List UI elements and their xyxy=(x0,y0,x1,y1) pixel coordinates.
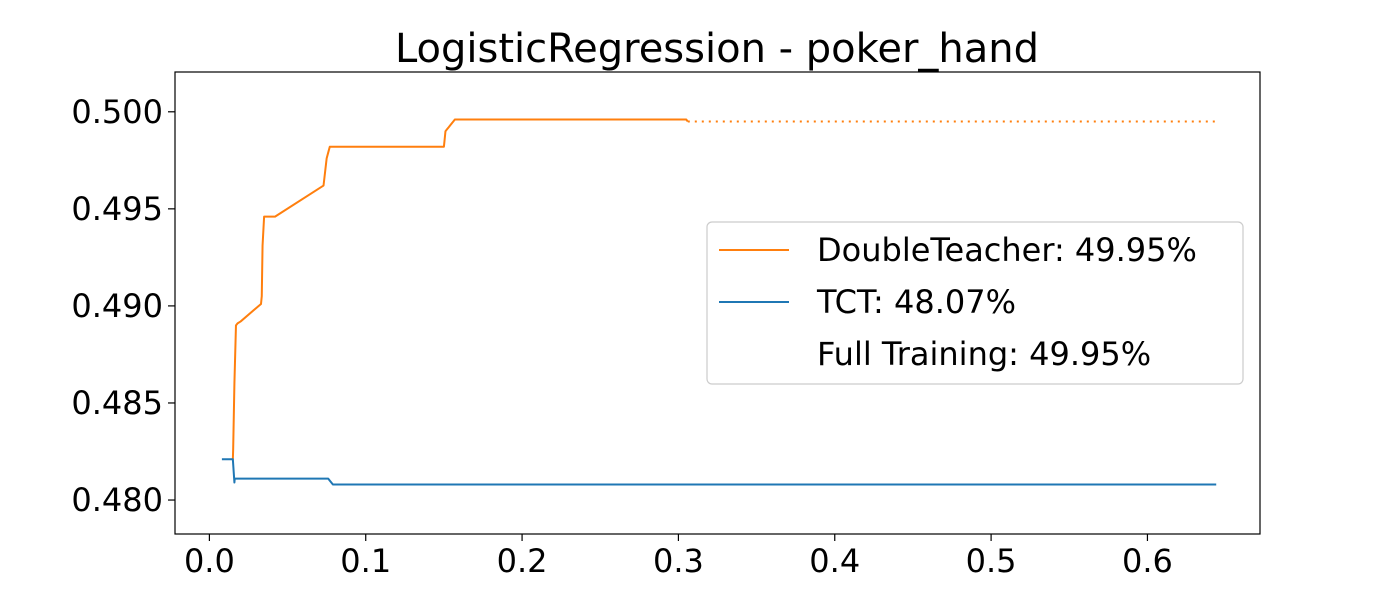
x-tick-label: 0.3 xyxy=(653,542,704,580)
y-tick-label: 0.480 xyxy=(71,481,163,519)
y-tick-label: 0.500 xyxy=(71,93,163,131)
legend-label: Full Training: 49.95% xyxy=(817,335,1151,373)
x-tick-label: 0.4 xyxy=(809,542,860,580)
x-tick-label: 0.0 xyxy=(184,542,235,580)
series-line-0 xyxy=(231,118,689,460)
chart-title: LogisticRegression - poker_hand xyxy=(395,26,1039,72)
x-tick-label: 0.6 xyxy=(1122,542,1173,580)
axes-layer: 0.0 0.1 0.2 0.3 0.4 0.5 0.6 0.480 0.485 0.490 0.49… xyxy=(71,71,1261,580)
series-layer xyxy=(221,118,1217,486)
legend-label: TCT: 48.07% xyxy=(816,283,1016,321)
y-tick-label: 0.490 xyxy=(71,287,163,325)
legend-label: DoubleTeacher: 49.95% xyxy=(817,231,1197,269)
x-tick-label: 0.2 xyxy=(497,542,548,580)
x-tick-label: 0.5 xyxy=(966,542,1017,580)
y-tick-label: 0.495 xyxy=(71,190,163,228)
series-line-2 xyxy=(221,458,1217,486)
chart-legend: DoubleTeacher: 49.95% TCT: 48.07% Full Tra… xyxy=(706,221,1244,385)
x-tick-label: 0.1 xyxy=(340,542,391,580)
legend-box xyxy=(706,221,1244,385)
plot-frame xyxy=(174,71,1261,535)
y-tick-label: 0.485 xyxy=(71,384,163,422)
